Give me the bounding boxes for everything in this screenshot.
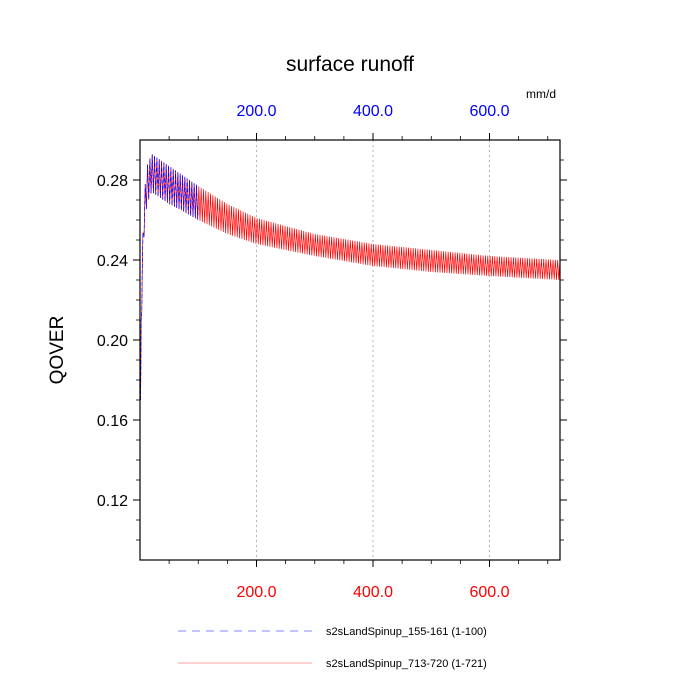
units-label: mm/d [526,87,556,101]
x-tick-label-top: 600.0 [469,103,509,120]
legend: s2sLandSpinup_155-161 (1-100) s2sLandSpin… [178,626,487,670]
y-tick-label: 0.28 [97,173,128,190]
x-tick-label-top: 200.0 [236,103,276,120]
y-tick-label: 0.24 [97,253,128,270]
series-line-713-720 [140,154,561,401]
grid-lines [256,140,490,560]
y-axis-label: QOVER [47,316,68,385]
x-tick-label-bottom: 400.0 [353,584,393,601]
chart-title: surface runoff [286,53,414,76]
plot-series [140,154,561,401]
legend-label: s2sLandSpinup_155-161 (1-100) [326,626,487,638]
axes [133,133,567,567]
plot-frame [139,139,561,561]
x-tick-label-bottom: 200.0 [236,584,276,601]
x-tick-label-bottom: 600.0 [469,584,509,601]
y-tick-label: 0.12 [97,493,128,510]
x-tick-label-top: 400.0 [353,103,393,120]
tick-labels: 0.12 0.16 0.20 0.24 0.28 200.0 200.0 400.0 400.0… [97,103,510,601]
y-tick-label: 0.20 [97,333,128,350]
legend-label: s2sLandSpinup_713-720 (1-721) [326,658,487,670]
series-line-155-161 [140,154,199,401]
y-tick-label: 0.16 [97,413,128,430]
